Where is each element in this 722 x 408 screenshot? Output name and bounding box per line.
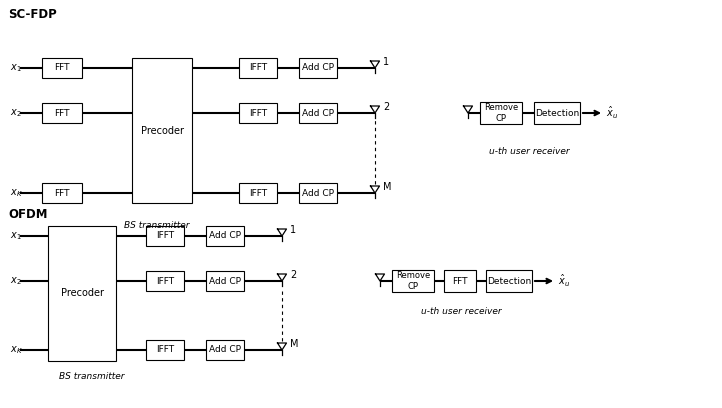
Text: M: M bbox=[290, 339, 298, 349]
Text: Precoder: Precoder bbox=[141, 126, 183, 135]
Bar bbox=[48, 226, 116, 361]
Text: IFFT: IFFT bbox=[249, 188, 267, 197]
Bar bbox=[392, 270, 434, 292]
Text: BS transmitter: BS transmitter bbox=[59, 372, 125, 381]
Text: u-th user receiver: u-th user receiver bbox=[489, 146, 570, 155]
Text: IFFT: IFFT bbox=[156, 231, 174, 240]
Text: Precoder: Precoder bbox=[61, 288, 103, 298]
Bar bbox=[132, 58, 192, 203]
Bar bbox=[299, 183, 337, 203]
Text: 2: 2 bbox=[383, 102, 389, 112]
Text: Detection: Detection bbox=[487, 277, 531, 286]
Text: $x_1$: $x_1$ bbox=[10, 62, 22, 74]
Bar bbox=[42, 58, 82, 78]
Text: $\hat{x}_u$: $\hat{x}_u$ bbox=[558, 273, 570, 289]
Text: Add CP: Add CP bbox=[302, 109, 334, 118]
Bar bbox=[206, 271, 244, 291]
Text: Remove
CP: Remove CP bbox=[396, 271, 430, 290]
Text: FFT: FFT bbox=[54, 188, 70, 197]
Bar bbox=[146, 271, 184, 291]
Text: FFT: FFT bbox=[54, 109, 70, 118]
Bar bbox=[299, 58, 337, 78]
Bar bbox=[534, 102, 580, 124]
Text: $x_K$: $x_K$ bbox=[10, 187, 23, 199]
Text: Add CP: Add CP bbox=[209, 277, 241, 286]
Text: 1: 1 bbox=[383, 57, 389, 67]
Text: $x_2$: $x_2$ bbox=[10, 275, 22, 287]
Bar bbox=[42, 103, 82, 123]
Bar bbox=[146, 340, 184, 360]
Text: M: M bbox=[383, 182, 391, 192]
Text: $x_K$: $x_K$ bbox=[10, 344, 23, 356]
Text: Add CP: Add CP bbox=[209, 231, 241, 240]
Text: u-th user receiver: u-th user receiver bbox=[421, 306, 501, 315]
Text: FFT: FFT bbox=[452, 277, 468, 286]
Bar bbox=[206, 226, 244, 246]
Bar bbox=[146, 226, 184, 246]
Text: IFFT: IFFT bbox=[249, 109, 267, 118]
Bar bbox=[299, 103, 337, 123]
Text: FFT: FFT bbox=[54, 64, 70, 73]
Text: Detection: Detection bbox=[535, 109, 579, 118]
Bar bbox=[486, 270, 532, 292]
Bar bbox=[239, 183, 277, 203]
Bar bbox=[480, 102, 522, 124]
Text: 1: 1 bbox=[290, 225, 296, 235]
Text: Add CP: Add CP bbox=[209, 346, 241, 355]
Bar bbox=[239, 103, 277, 123]
Bar bbox=[42, 183, 82, 203]
Text: IFFT: IFFT bbox=[249, 64, 267, 73]
Text: OFDM: OFDM bbox=[8, 208, 48, 221]
Text: Remove
CP: Remove CP bbox=[484, 103, 518, 123]
Text: $\hat{x}_u$: $\hat{x}_u$ bbox=[606, 105, 618, 121]
Text: Add CP: Add CP bbox=[302, 188, 334, 197]
Text: $x_2$: $x_2$ bbox=[10, 107, 22, 119]
Text: IFFT: IFFT bbox=[156, 277, 174, 286]
Bar bbox=[206, 340, 244, 360]
Text: SC-FDP: SC-FDP bbox=[8, 8, 57, 21]
Bar bbox=[239, 58, 277, 78]
Text: $x_1$: $x_1$ bbox=[10, 230, 22, 242]
Text: IFFT: IFFT bbox=[156, 346, 174, 355]
Text: Add CP: Add CP bbox=[302, 64, 334, 73]
Bar bbox=[444, 270, 476, 292]
Text: BS transmitter: BS transmitter bbox=[124, 221, 190, 230]
Text: 2: 2 bbox=[290, 270, 296, 280]
